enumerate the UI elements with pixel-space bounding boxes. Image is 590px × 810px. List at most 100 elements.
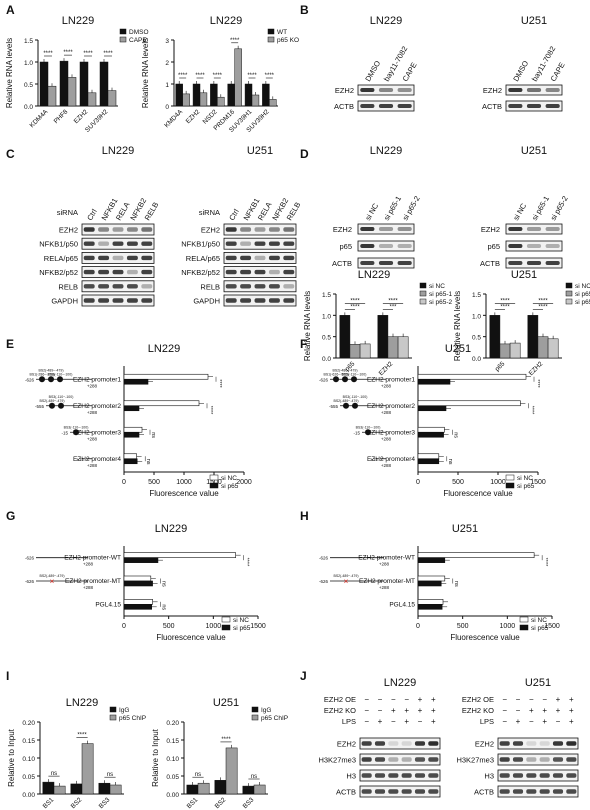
legend-label: si NC — [575, 283, 590, 290]
y-axis-label: Relative to Input — [7, 728, 16, 787]
blot-row-label: p65 — [487, 242, 500, 251]
binding-site-dot — [49, 402, 55, 409]
legend-label: si p65 — [517, 483, 535, 490]
blot-row-label: EZH2 — [335, 86, 354, 95]
bar — [417, 580, 442, 587]
significance-mark: **** — [500, 304, 510, 310]
condition-sign: − — [364, 695, 369, 704]
bar — [387, 336, 399, 359]
y-tick-label: 1 — [165, 82, 169, 89]
band — [240, 298, 252, 303]
significance-mark: **** — [538, 304, 548, 310]
blot-row-label: H3K27me3 — [456, 756, 494, 765]
binding-site-dot — [58, 402, 64, 409]
band — [112, 227, 124, 232]
blot-title: U251 — [525, 677, 551, 689]
category-label: EZH2 promoter4 — [367, 456, 415, 463]
hbar-chart-G: LN229 0 500 1000 1500 Fluorescence value **** E… — [25, 523, 266, 642]
bar — [217, 96, 225, 107]
category-label: EZH2 promoter2 — [367, 403, 415, 410]
band — [283, 241, 295, 246]
bar — [123, 431, 140, 438]
bar — [123, 453, 137, 460]
bar — [123, 557, 159, 563]
band — [414, 741, 426, 746]
y-tick-label: 0.05 — [22, 774, 35, 781]
legend-label: si NC — [429, 283, 445, 290]
y-tick-label: 0.00 — [166, 792, 179, 799]
binding-site-dot — [352, 402, 358, 409]
band — [268, 298, 280, 303]
binding-site-label: BS1(-286~-278) — [29, 372, 54, 376]
band — [254, 269, 266, 275]
band — [268, 284, 280, 289]
band — [141, 298, 153, 303]
significance-mark: **** — [216, 379, 222, 388]
band — [401, 757, 412, 762]
x-tick-label: 1500 — [544, 623, 560, 630]
promoter-start: -626 — [25, 579, 35, 584]
legend-label: si p65-2 — [429, 299, 453, 306]
blot-strip — [497, 785, 579, 798]
binding-site-label: BS3(-110~-100) — [343, 395, 368, 399]
category-label: PGL4.15 — [389, 601, 415, 608]
legend-label: si NC — [233, 617, 249, 624]
bar — [417, 599, 444, 605]
band — [566, 789, 577, 794]
band — [545, 88, 560, 92]
panel-letter: I — [6, 669, 9, 683]
bar — [98, 782, 111, 795]
x-tick-label: p65 — [494, 360, 507, 373]
blot-header: siRNA — [199, 208, 220, 217]
bar-chart-I2: U251 0.00 0.05 0.10 0.15 0.20 Relative to Inpu… — [151, 697, 288, 810]
significance-mark: **** — [350, 304, 360, 310]
band — [240, 284, 252, 289]
legend-label: si p65 — [221, 483, 239, 490]
band — [360, 244, 375, 248]
bar — [87, 92, 97, 107]
y-tick-label: 0.20 — [166, 720, 179, 727]
x-tick-label: BS2 — [70, 796, 84, 810]
chart-title: LN229 — [66, 697, 98, 709]
bar — [123, 604, 152, 610]
bar — [547, 338, 559, 359]
chart-title: U251 — [452, 523, 478, 535]
band — [526, 244, 542, 248]
condition-sign: − — [378, 706, 383, 715]
significance-mark: **** — [103, 51, 113, 57]
band — [397, 261, 412, 265]
y-tick-label: 0.00 — [22, 792, 35, 799]
band — [283, 255, 295, 261]
promoter-end: +288 — [87, 463, 98, 468]
y-tick-label: 0.10 — [166, 756, 179, 763]
band — [98, 241, 110, 246]
legend-swatch — [119, 28, 127, 35]
x-tick-label: 500 — [457, 623, 469, 630]
band — [126, 227, 138, 232]
promoter-end: +288 — [381, 463, 392, 468]
blot-strip — [497, 769, 579, 782]
x-tick-label: BS1 — [42, 796, 56, 810]
band — [414, 757, 426, 762]
lane-label: CAPE — [549, 61, 567, 83]
condition-sign: − — [529, 695, 534, 704]
bar — [81, 743, 94, 795]
promoter-start: -555 — [329, 404, 339, 409]
x-tick-label: BS1 — [186, 796, 200, 810]
band — [566, 757, 577, 762]
legend-swatch — [565, 298, 573, 305]
significance-mark: ns — [51, 771, 57, 777]
legend-label: si p65 — [233, 625, 251, 632]
legend-swatch — [505, 474, 515, 481]
promoter-end: +288 — [379, 562, 390, 567]
band — [141, 227, 153, 232]
promoter-end: +288 — [83, 585, 94, 590]
binding-site-label: BS2(-489~-479) — [333, 574, 358, 578]
binding-site-dot — [73, 429, 79, 436]
condition-sign: + — [556, 706, 561, 715]
band — [388, 789, 399, 794]
promoter-start: -15 — [353, 430, 360, 435]
bar — [417, 557, 446, 563]
category-label: EZH2 promoter3 — [367, 429, 415, 436]
